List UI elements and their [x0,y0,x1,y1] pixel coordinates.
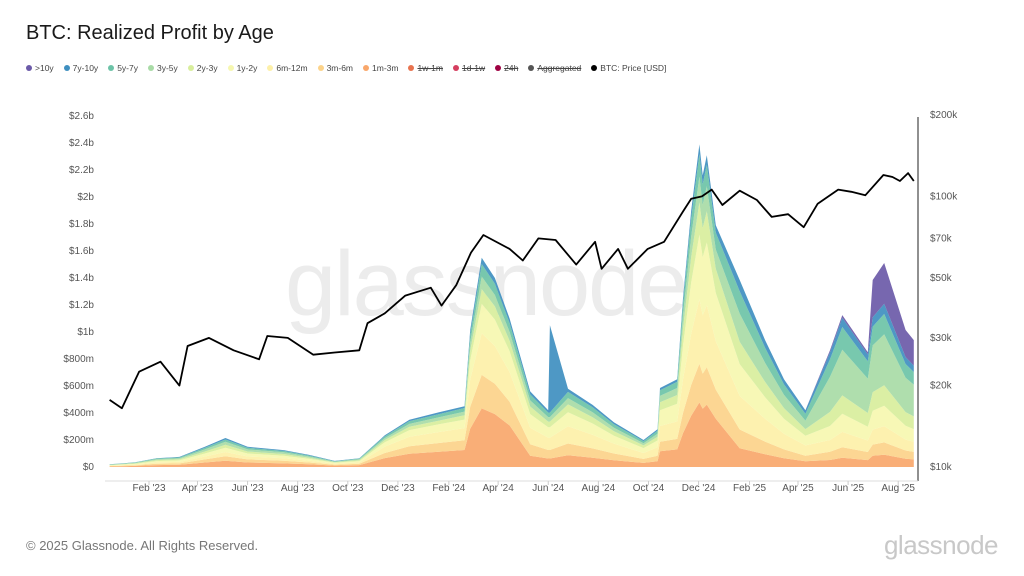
x-tick-label: Dec '24 [682,483,716,494]
y-right-tick-label: $20k [930,381,953,392]
legend-label: 5y-7y [117,63,138,73]
area-series-2y-3y [109,202,914,466]
legend-label: 7y-10y [72,63,99,73]
x-tick-label: Jun '23 [232,483,264,494]
legend: >10y 7y-10y 5y-7y 3y-5y 2y-3y 1y-2y 6m-12m 3m-6… [26,63,666,73]
area-series-3y-5y [109,176,914,465]
glassnode-logo: glassnode [883,530,999,560]
y-left-tick-label: $2b [77,192,94,203]
legend-item[interactable]: 2y-3y [187,63,218,73]
legend-label: 1m-3m [372,63,399,73]
area-series-6m-12m [109,299,914,467]
legend-label: 1d-1w [461,63,486,73]
legend-dot-icon [317,65,324,71]
legend-item[interactable]: 24h [495,63,518,73]
y-left-tick-label: $200m [63,435,94,446]
legend-dot-icon [147,65,154,71]
y-left-tick-label: $1.4b [69,273,94,284]
legend-item[interactable]: Aggregated [528,63,581,73]
legend-dot-icon [108,65,115,71]
legend-item[interactable]: 1y-2y [227,63,258,73]
y-left-tick-label: $2.4b [69,138,94,149]
chart-title: BTC: Realized Profit by Age [26,22,274,44]
legend-item[interactable]: 7y-10y [63,63,99,73]
y-left-tick-label: $1.2b [69,300,94,311]
btc-price-line [109,172,915,410]
legend-label: 1w-1m [417,63,443,73]
legend-dot-icon [591,65,598,71]
legend-dot-icon [227,65,234,71]
y-left-tick-label: $2.2b [69,165,94,176]
y-left-tick-label: $1.6b [69,246,94,257]
legend-dot-icon [452,65,459,71]
x-tick-label: Oct '23 [332,483,364,494]
legend-label: 3m-6m [326,63,354,73]
legend-label: Aggregated [537,63,582,73]
legend-dot-icon [363,65,370,71]
legend-dot-icon [495,65,502,71]
y-left-tick-label: $400m [63,408,94,419]
y-left-tick-label: $0 [83,462,95,473]
legend-label: BTC: Price [USD] [600,63,667,73]
legend-dot-icon [267,65,274,71]
y-right-tick-label: $50k [930,273,953,284]
legend-item[interactable]: 5y-7y [108,63,138,73]
x-tick-label: Apr '24 [482,483,514,494]
y-left-tick-label: $800m [63,354,94,365]
area-series-1m-3m [109,402,914,467]
legend-item[interactable]: 3y-5y [147,63,178,73]
x-tick-label: Feb '25 [733,483,766,494]
y-right-tick-label: $10k [930,462,953,473]
legend-dot-icon [63,65,70,71]
area-series-1y-2y [109,234,914,466]
x-tick-label: Apr '25 [782,483,814,494]
legend-label: 3y-5y [156,63,178,73]
x-tick-label: Oct '24 [633,483,665,494]
y-right-tick-label: $100k [930,191,958,202]
x-tick-label: Aug '23 [281,483,315,494]
legend-label: >10y [35,63,54,73]
y-left-tick-label: $1b [77,327,94,338]
legend-item[interactable]: BTC: Price [USD] [591,63,666,73]
legend-item[interactable]: 1w-1m [408,63,443,73]
copyright: © 2025 Glassnode. All Rights Reserved. [26,538,259,553]
x-tick-label: Aug '25 [881,483,915,494]
x-tick-label: Feb '24 [432,483,465,494]
y-left-tick-label: $2.6b [69,111,94,122]
legend-label: 2y-3y [196,63,218,73]
legend-dot-icon [408,65,415,71]
legend-label: 24h [504,63,519,73]
x-tick-label: Dec '23 [381,483,415,494]
x-tick-label: Apr '23 [182,483,214,494]
legend-dot-icon [26,65,32,71]
legend-item[interactable]: 1m-3m [363,63,398,73]
y-right-tick-label: $70k [930,233,953,244]
legend-dot-icon [187,65,194,71]
legend-dot-icon [528,65,535,71]
y-right-tick-label: $200k [930,110,958,121]
y-left-tick-label: $600m [63,381,94,392]
y-left-tick-label: $1.8b [69,219,94,230]
legend-label: 6m-12m [276,63,308,73]
area-series-3m-6m [109,363,914,467]
y-right-tick-label: $30k [930,333,953,344]
legend-label: 1y-2y [236,63,258,73]
legend-item[interactable]: 3m-6m [317,63,354,73]
x-tick-label: Feb '23 [132,483,165,494]
legend-item[interactable]: >10y [26,63,54,73]
legend-item[interactable]: 1d-1w [452,63,486,73]
x-tick-label: Jun '25 [832,483,864,494]
x-tick-label: Jun '24 [532,483,564,494]
legend-item[interactable]: 6m-12m [267,63,308,73]
x-tick-label: Aug '24 [582,483,616,494]
